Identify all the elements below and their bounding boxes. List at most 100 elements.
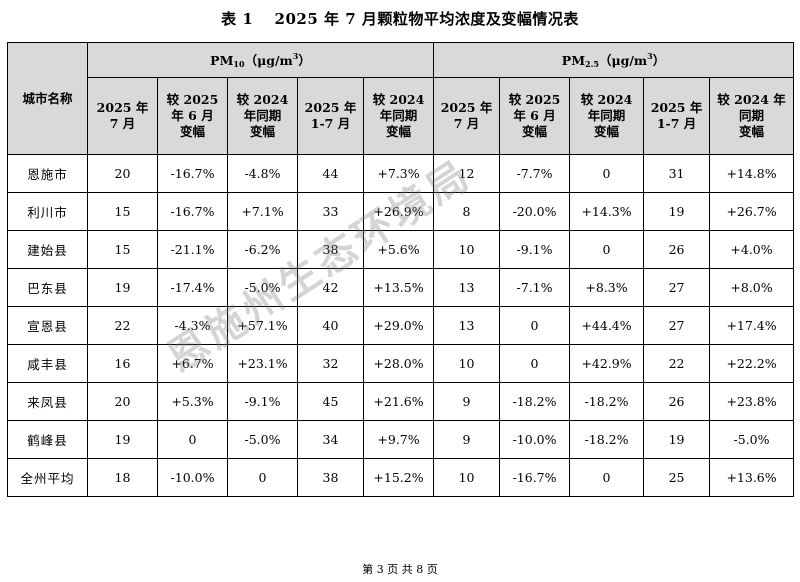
pm25-sub: 2.5 [585, 59, 599, 69]
pm10-value-cell: +29.0% [362, 306, 435, 345]
pm25-value-cell: +14.3% [569, 192, 645, 231]
pm25-value-cell: 27 [643, 306, 711, 345]
table-row: 来凤县 20 +5.3% -9.1% 45 +21.6% 9 -18.2% -18.2% 26 +2… [7, 382, 795, 421]
city-name-cell: 来凤县 [7, 382, 88, 421]
pm25-value-cell: 12 [433, 154, 501, 193]
pm25-value-cell: -18.2% [569, 382, 645, 421]
pm10-value-cell: -10.0% [157, 458, 228, 497]
city-name-cell: 咸丰县 [7, 344, 88, 383]
pm10-value-cell: -5.0% [227, 268, 298, 307]
pm25-column-header: 较 2024 年同期 变幅 [569, 77, 645, 155]
pm25-value-cell: 0 [569, 230, 645, 269]
pm10-value-cell: +21.6% [362, 382, 435, 421]
pm10-unit-sup: 3 [292, 51, 299, 61]
page-footer: 第 3 页 共 8 页 [362, 563, 438, 576]
pm25-value-cell: +42.9% [569, 344, 645, 383]
pm10-value-cell: 19 [87, 268, 158, 307]
pm25-value-cell: +14.8% [709, 154, 795, 193]
pm25-group-header: PM2.5（μg/m3） [433, 42, 795, 78]
pm10-unit-prefix: （μg/m [244, 53, 293, 68]
pm10-value-cell: 20 [87, 382, 158, 421]
pm25-value-cell: +8.0% [709, 268, 795, 307]
pm10-unit-suffix: ） [298, 53, 311, 68]
pm25-value-cell: -10.0% [499, 420, 571, 459]
city-name-cell: 宣恩县 [7, 306, 88, 345]
pm25-value-cell: 13 [433, 306, 501, 345]
pm10-value-cell: 44 [297, 154, 364, 193]
pm25-value-cell: -16.7% [499, 458, 571, 497]
pm10-value-cell: +57.1% [227, 306, 298, 345]
pm25-unit-suffix: ） [652, 53, 666, 68]
pm25-value-cell: 9 [433, 382, 501, 421]
city-column-header: 城市名称 [7, 42, 88, 155]
pm25-value-cell: 25 [643, 458, 711, 497]
table-row: 宣恩县 22 -4.3% +57.1% 40 +29.0% 13 0 +44.4% 27 +17.4… [7, 306, 795, 345]
pm25-value-cell: -20.0% [499, 192, 571, 231]
pm10-value-cell: +13.5% [362, 268, 435, 307]
table-row: 巴东县 19 -17.4% -5.0% 42 +13.5% 13 -7.1% +8.3% 27 +8… [7, 268, 795, 307]
pm10-column-header: 2025 年 1-7 月 [297, 77, 364, 155]
pm10-main: PM [210, 53, 234, 68]
pm10-value-cell: 0 [157, 420, 228, 459]
pm10-group-header: PM10（μg/m3） [86, 42, 435, 78]
pm10-value-cell: -5.0% [227, 420, 298, 459]
pm10-value-cell: +26.9% [362, 192, 435, 231]
pm25-value-cell: +22.2% [709, 344, 795, 383]
city-name-cell: 巴东县 [7, 268, 88, 307]
pm25-value-cell: 13 [433, 268, 501, 307]
pm10-value-cell: 33 [297, 192, 364, 231]
city-name-cell: 利川市 [7, 192, 88, 231]
pm10-value-cell: 42 [297, 268, 364, 307]
pm25-value-cell: +23.8% [709, 382, 795, 421]
pm10-value-cell: -9.1% [227, 382, 298, 421]
pm10-value-cell: -6.2% [227, 230, 298, 269]
pm10-value-cell: -4.3% [157, 306, 228, 345]
pm25-value-cell: -18.2% [499, 382, 571, 421]
pm25-value-cell: 22 [643, 344, 711, 383]
table-row: 鹤峰县 19 0 -5.0% 34 +9.7% 9 -10.0% -18.2% 19 -5.0% [7, 420, 795, 459]
pm25-value-cell: +13.6% [709, 458, 795, 497]
pm25-value-cell: -7.7% [499, 154, 571, 193]
pm10-sub: 10 [233, 59, 245, 69]
pm10-value-cell: 34 [297, 420, 364, 459]
pm25-value-cell: +17.4% [709, 306, 795, 345]
pm10-value-cell: 32 [297, 344, 364, 383]
pm25-unit-sup: 3 [647, 51, 653, 61]
pm10-value-cell: +5.6% [362, 230, 435, 269]
table-row: 利川市 15 -16.7% +7.1% 33 +26.9% 8 -20.0% +14.3% 19 +… [7, 192, 795, 231]
city-name-cell: 鹤峰县 [7, 420, 88, 459]
pm10-value-cell: +9.7% [362, 420, 435, 459]
pm10-value-cell: 38 [297, 458, 364, 497]
pm10-value-cell: 15 [87, 192, 158, 231]
pm25-value-cell: -7.1% [499, 268, 571, 307]
pm10-column-header: 较 2025 年 6 月变幅 [157, 77, 228, 155]
pm25-value-cell: +8.3% [569, 268, 645, 307]
pm10-value-cell: +5.3% [157, 382, 228, 421]
city-name-cell: 建始县 [7, 230, 88, 269]
pm25-value-cell: 27 [643, 268, 711, 307]
pm25-value-cell: 10 [433, 230, 501, 269]
pm25-value-cell: 10 [433, 458, 501, 497]
pm25-value-cell: 0 [499, 344, 571, 383]
city-name-cell: 恩施市 [7, 154, 88, 193]
table-title: 表 1 2025 年 7 月颗粒物平均浓度及变幅情况表 [221, 10, 579, 28]
pm25-value-cell: 31 [643, 154, 711, 193]
pm10-value-cell: 38 [297, 230, 364, 269]
pm10-value-cell: +6.7% [157, 344, 228, 383]
table-row: 建始县 15 -21.1% -6.2% 38 +5.6% 10 -9.1% 0 26 +4.0% [7, 230, 795, 269]
pm25-column-header: 较 2024 年同期 变幅 [709, 77, 795, 155]
pm10-column-header: 较 2024 年同期 变幅 [362, 77, 435, 155]
pm25-main: PM [561, 53, 586, 68]
pm10-value-cell: +7.3% [362, 154, 435, 193]
pm10-value-cell: -4.8% [227, 154, 298, 193]
pm10-value-cell: -21.1% [157, 230, 228, 269]
pm10-value-cell: 22 [87, 306, 158, 345]
pm25-value-cell: 10 [433, 344, 501, 383]
pm25-value-cell: 19 [643, 420, 711, 459]
city-name-cell: 全州平均 [7, 458, 88, 497]
pm25-value-cell: 8 [433, 192, 501, 231]
pm10-value-cell: 19 [87, 420, 158, 459]
